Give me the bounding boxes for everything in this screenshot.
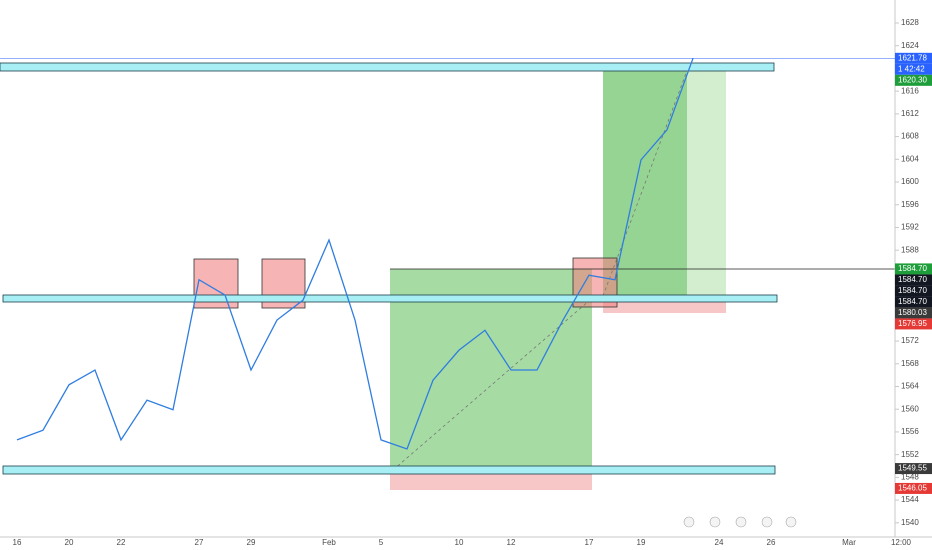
event-icons [683, 516, 797, 528]
y-tick-label: 1540 [901, 518, 919, 527]
zone-band [2, 465, 776, 475]
y-tick-label: 1552 [901, 450, 919, 459]
x-tick-label: 20 [65, 538, 74, 547]
price-tag [895, 74, 932, 86]
price-tag-label: 1584.70 [898, 264, 927, 273]
trend-dash [392, 299, 591, 471]
long-stop-zone [390, 474, 592, 490]
price-tag-label: 1620.30 [898, 75, 927, 84]
price-tag-label: 1546.05 [898, 484, 927, 493]
x-tick-label: 5 [379, 538, 384, 547]
x-tick-label: 17 [585, 538, 594, 547]
y-tick-label: 1560 [901, 404, 919, 413]
x-tick-label: 22 [117, 538, 126, 547]
price-line [16, 58, 694, 450]
y-tick-label: 1548 [901, 472, 919, 481]
y-tick-label: 1616 [901, 86, 919, 95]
long-profit-zone [390, 269, 592, 470]
event-icon [683, 516, 695, 528]
price-tag-label: 1584.70 [898, 275, 927, 284]
x-tick-label: Feb [322, 538, 336, 547]
price-tag-label: 1 42:42 [898, 64, 925, 73]
zone-band [2, 294, 778, 303]
y-tick-label: 1608 [901, 132, 919, 141]
x-tick-label: 12:00 [891, 538, 912, 547]
price-tag [895, 263, 932, 275]
y-tick-label: 1612 [901, 109, 919, 118]
price-tag-label: 1584.70 [898, 297, 927, 306]
price-tag [895, 274, 932, 286]
y-tick-label: 1588 [901, 245, 919, 254]
x-tick-label: 10 [455, 538, 464, 547]
price-tag [895, 52, 932, 64]
y-tick-label: 1600 [901, 177, 919, 186]
event-icon [761, 516, 773, 528]
x-tick-label: 26 [767, 538, 776, 547]
x-tick-label: 27 [195, 538, 204, 547]
price-tag-label: 1621.78 [898, 53, 927, 62]
event-icon [785, 516, 797, 528]
price-tag [895, 307, 932, 319]
y-tick-label: 1544 [901, 495, 919, 504]
y-tick-label: 1604 [901, 154, 919, 163]
price-tag [895, 482, 932, 494]
price-tag-label: 1584.70 [898, 286, 927, 295]
long-profit-zone [687, 66, 726, 296]
price-tag-label: 1576.95 [898, 319, 927, 328]
y-tick-label: 1556 [901, 427, 919, 436]
zone-band [0, 62, 775, 72]
x-tick-label: 24 [715, 538, 724, 547]
x-tick-label: 12 [507, 538, 516, 547]
drawings [0, 62, 895, 528]
price-tag-label: 1549.55 [898, 464, 927, 473]
y-tick-label: 1628 [901, 18, 919, 27]
x-tick-label: 19 [637, 538, 646, 547]
x-tick-label: 16 [13, 538, 22, 547]
price-tag [895, 63, 932, 75]
y-tick-label: 1564 [901, 382, 919, 391]
price-tag-label: 1580.03 [898, 308, 927, 317]
price-tag [895, 463, 932, 475]
price-tag [895, 296, 932, 308]
price-tag [895, 285, 932, 297]
y-tick-label: 1592 [901, 223, 919, 232]
y-tick-label: 1572 [901, 336, 919, 345]
trend-dash [602, 67, 689, 297]
price-tag [895, 318, 932, 330]
y-tick-label: 1568 [901, 359, 919, 368]
event-icon [735, 516, 747, 528]
y-tick-label: 1624 [901, 41, 919, 50]
x-tick-label: Mar [842, 538, 856, 547]
y-tick-label: 1596 [901, 200, 919, 209]
x-tick-label: 29 [247, 538, 256, 547]
event-icon [709, 516, 721, 528]
